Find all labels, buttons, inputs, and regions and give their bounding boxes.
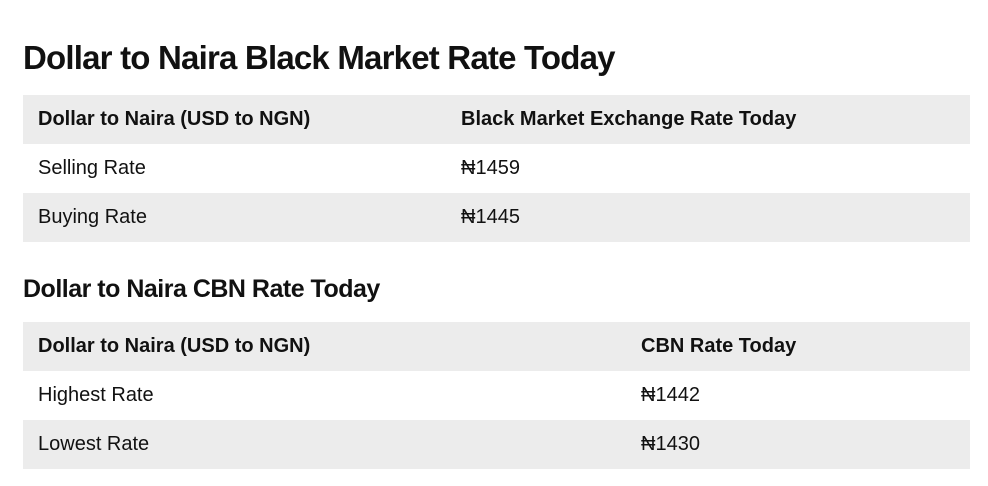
row-value: ₦1442	[641, 384, 700, 406]
table-header-row: Dollar to Naira (USD to NGN) CBN Rate To…	[23, 322, 970, 371]
row-label: Selling Rate	[38, 157, 146, 179]
column-header-cbn-rate: CBN Rate Today	[641, 335, 797, 357]
cbn-rate-table: Dollar to Naira (USD to NGN) CBN Rate To…	[23, 322, 970, 469]
row-label: Lowest Rate	[38, 433, 150, 455]
column-header-currency-pair: Dollar to Naira (USD to NGN)	[38, 108, 311, 130]
table-row-buying-rate: Buying Rate ₦1445	[23, 193, 970, 242]
row-label: Buying Rate	[38, 206, 147, 228]
column-header-currency-pair: Dollar to Naira (USD to NGN)	[38, 335, 311, 357]
table-row-highest-rate: Highest Rate ₦1442	[23, 371, 970, 420]
column-header-exchange-rate: Black Market Exchange Rate Today	[461, 108, 797, 130]
black-market-rate-table: Dollar to Naira (USD to NGN) Black Marke…	[23, 95, 970, 242]
table-row-selling-rate: Selling Rate ₦1459	[23, 144, 970, 193]
table-row-lowest-rate: Lowest Rate ₦1430	[23, 420, 970, 469]
row-value: ₦1430	[641, 433, 700, 455]
row-value: ₦1445	[461, 206, 520, 228]
row-value: ₦1459	[461, 157, 520, 179]
row-label: Highest Rate	[38, 384, 154, 406]
page-title: Dollar to Naira Black Market Rate Today	[23, 39, 616, 76]
section-title-cbn: Dollar to Naira CBN Rate Today	[23, 275, 380, 303]
table-header-row: Dollar to Naira (USD to NGN) Black Marke…	[23, 95, 970, 144]
